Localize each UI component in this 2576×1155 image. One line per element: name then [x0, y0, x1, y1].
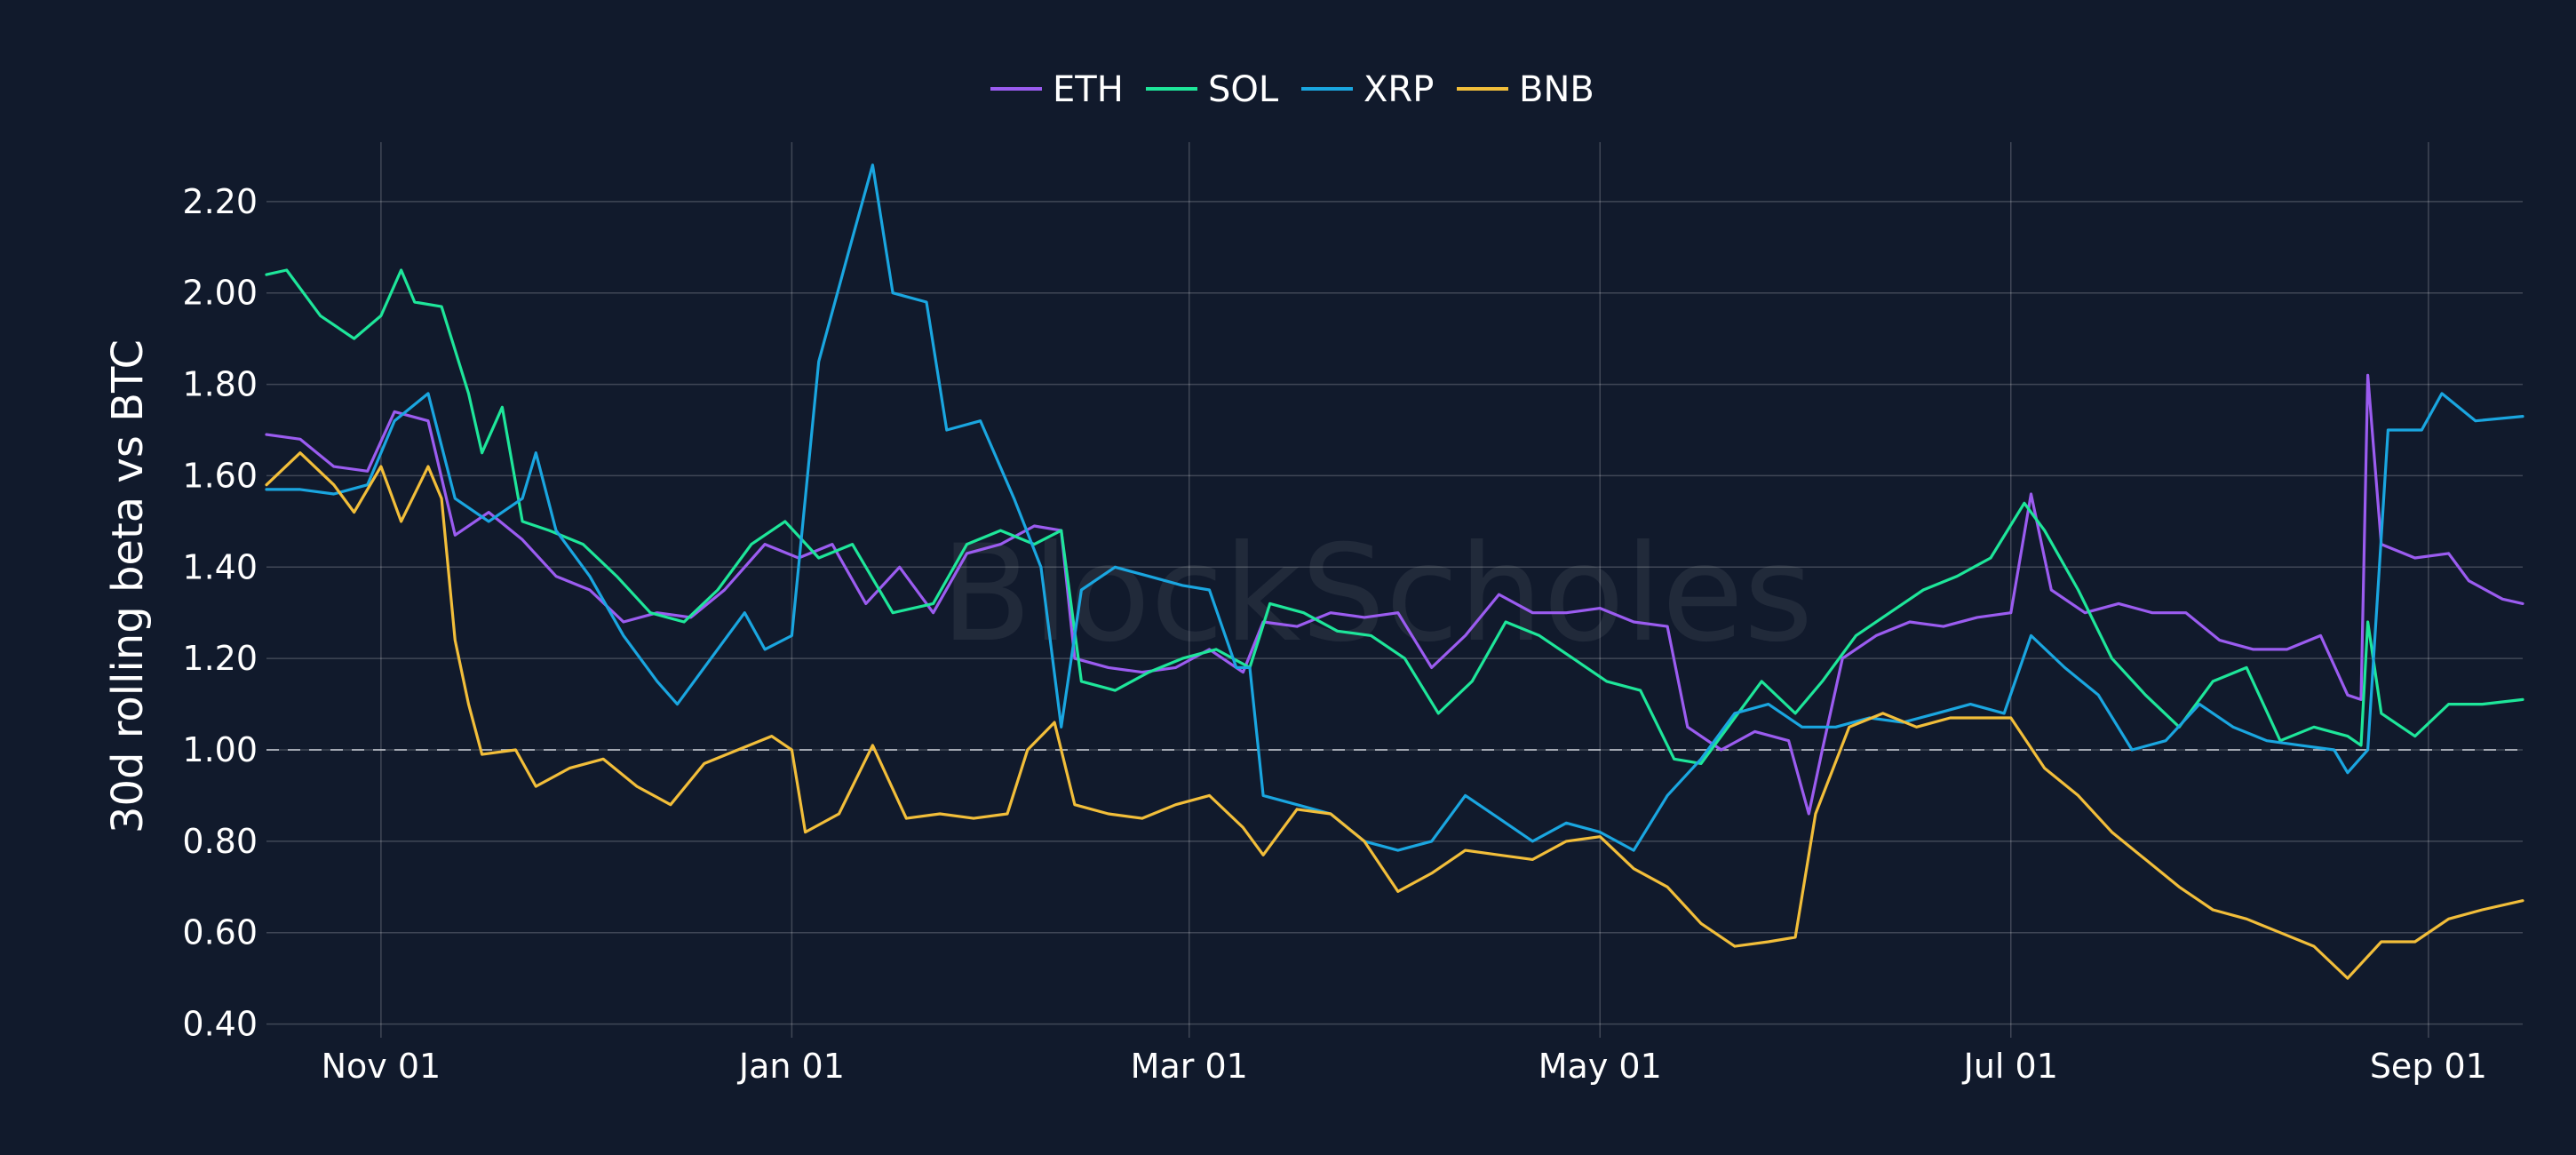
x-tick-label: Nov 01	[322, 1047, 441, 1086]
y-tick-label: 1.40	[182, 547, 258, 586]
y-axis-title: 30d rolling beta vs BTC	[103, 339, 153, 833]
legend-item-eth[interactable]: ETH	[990, 69, 1124, 110]
legend-label: ETH	[1053, 69, 1124, 110]
x-tick-label: Jan 01	[737, 1047, 845, 1086]
y-tick-label: 0.40	[182, 1005, 258, 1044]
watermark: BlockScholes	[941, 517, 1813, 672]
x-tick-label: Mar 01	[1131, 1047, 1248, 1086]
y-tick-label: 2.20	[182, 182, 258, 221]
series-line-xrp	[265, 163, 2524, 852]
legend[interactable]: ETH SOL XRP BNB	[990, 69, 1594, 110]
y-tick-label: 0.60	[182, 913, 258, 952]
x-tick-label: May 01	[1538, 1047, 1662, 1086]
legend-label: XRP	[1364, 69, 1434, 110]
legend-item-sol[interactable]: SOL	[1146, 69, 1279, 110]
x-tick-label: Jul 01	[1962, 1047, 2058, 1086]
x-tick-label: Sep 01	[2370, 1047, 2487, 1086]
axis-layer: 0.40 0.60 0.80 1.00 1.20 1.40 1.60 1.80 2.00 2.20…	[182, 182, 2486, 1086]
legend-item-xrp[interactable]: XRP	[1301, 69, 1434, 110]
y-tick-label: 1.80	[182, 365, 258, 404]
series-layer	[265, 163, 2524, 980]
legend-label: SOL	[1208, 69, 1279, 110]
y-tick-label: 1.00	[182, 730, 258, 769]
grid-layer	[266, 142, 2523, 1038]
series-line-eth	[265, 373, 2524, 816]
legend-item-bnb[interactable]: BNB	[1457, 69, 1594, 110]
y-tick-label: 1.60	[182, 456, 258, 495]
y-tick-label: 0.80	[182, 822, 258, 861]
y-tick-label: 1.20	[182, 639, 258, 678]
legend-label: BNB	[1519, 69, 1594, 110]
y-tick-label: 2.00	[182, 274, 258, 313]
series-line-bnb	[265, 451, 2524, 980]
